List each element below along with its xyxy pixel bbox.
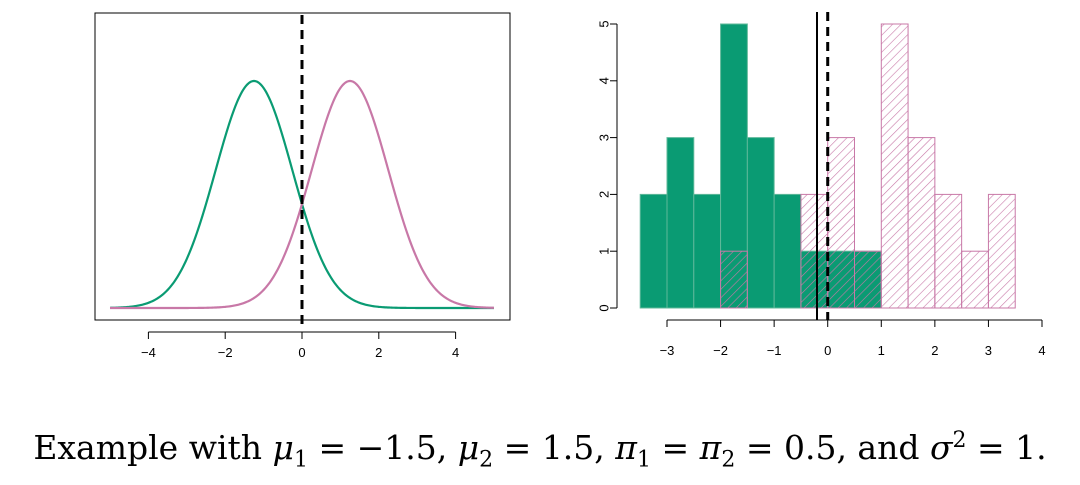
caption-sigma: σ <box>929 428 953 467</box>
y-tick-label: 3 <box>597 134 612 141</box>
caption-sub-1: 1 <box>293 447 308 473</box>
histogram-bar-class1 <box>773 193 802 309</box>
caption-value-4: 1 <box>1015 428 1037 467</box>
y-tick-label: 1 <box>597 248 612 255</box>
x-tick-label: 4 <box>1038 343 1045 358</box>
histogram-bar-class1 <box>693 193 722 309</box>
caption-eq-5: = <box>966 428 1016 467</box>
caption-eq-2: = <box>493 428 542 467</box>
figure: −4 −2 0 2 4 −3 −2 −1 0 1 2 3 4 0 1 2 3 4 5 <box>94 12 1046 360</box>
x-tick-label: 4 <box>452 345 459 360</box>
y-tick-label: 0 <box>597 304 612 311</box>
x-tick-label: −2 <box>713 343 728 358</box>
caption-sub-4: 2 <box>721 447 736 473</box>
caption-eq-4: = <box>735 428 784 467</box>
y-tick-label: 2 <box>597 191 612 198</box>
histogram-bar-class1 <box>666 137 695 309</box>
caption-eq-3: = <box>650 428 700 467</box>
histogram-bar-class2 <box>720 250 748 309</box>
density-plot: −4 −2 0 2 4 <box>94 12 511 360</box>
caption-pi-2: π <box>699 428 722 467</box>
histogram-bar-class2 <box>961 250 989 309</box>
caption-value-3: 0.5 <box>783 428 837 467</box>
caption: Example with μ1 = −1.5, μ2 = 1.5, π1 = π… <box>0 428 1080 473</box>
caption-sep-2: , <box>594 428 616 467</box>
histogram-bar-class2 <box>987 193 1016 309</box>
histogram-bar-class1 <box>639 193 668 309</box>
histogram-bar-class2 <box>907 137 936 309</box>
histogram-bar-class1 <box>746 137 775 309</box>
x-tick-label: −2 <box>218 345 233 360</box>
histogram-bar-class2 <box>827 137 856 309</box>
caption-pi-1: π <box>615 428 637 467</box>
caption-value-1: −1.5 <box>356 428 437 467</box>
y-tick-label: 4 <box>597 77 612 84</box>
x-tick-label: 2 <box>931 343 938 358</box>
histogram-bar-class2 <box>934 193 963 309</box>
caption-mu-2: μ <box>457 428 480 467</box>
y-tick-label: 5 <box>597 20 612 27</box>
x-tick-label: 3 <box>985 343 992 358</box>
x-tick-label: −4 <box>141 345 156 360</box>
x-tick-label: 0 <box>824 343 831 358</box>
x-tick-label: 1 <box>878 343 885 358</box>
density-curve-2 <box>110 79 495 310</box>
caption-sub-3: 1 <box>636 447 651 473</box>
x-tick-label: −3 <box>660 343 675 358</box>
caption-lead: Example with <box>33 428 273 467</box>
caption-and: , and <box>836 428 930 467</box>
x-tick-label: −1 <box>767 343 782 358</box>
histogram-bar-class2 <box>880 23 909 309</box>
histogram-bar-class2 <box>854 250 882 309</box>
caption-sep-1: , <box>436 428 458 467</box>
caption-end: . <box>1036 428 1047 467</box>
x-tick-label: 2 <box>375 345 382 360</box>
caption-eq-1: = <box>307 428 357 467</box>
caption-sup: 2 <box>952 428 967 453</box>
caption-mu-1: μ <box>272 428 294 467</box>
histogram-bar-class2 <box>800 193 829 309</box>
histogram-plot: −3 −2 −1 0 1 2 3 4 0 1 2 3 4 5 <box>597 12 1046 358</box>
caption-value-2: 1.5 <box>541 428 595 467</box>
x-tick-label: 0 <box>298 345 305 360</box>
caption-sub-2: 2 <box>479 447 494 473</box>
